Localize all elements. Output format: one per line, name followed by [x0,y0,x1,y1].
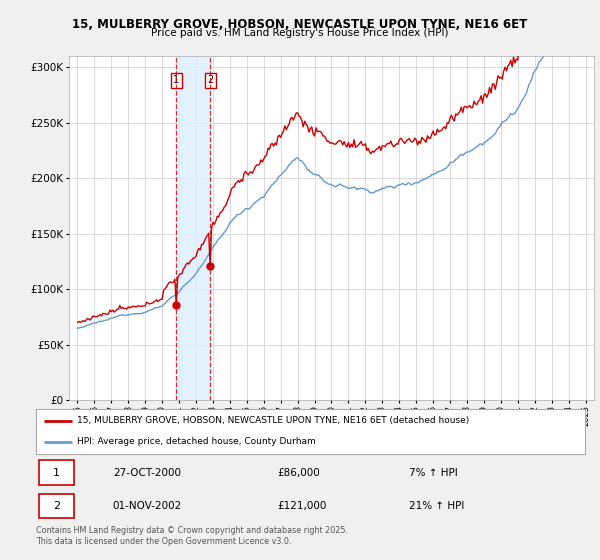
Text: HPI: Average price, detached house, County Durham: HPI: Average price, detached house, Coun… [77,437,316,446]
Text: 01-NOV-2002: 01-NOV-2002 [113,501,182,511]
Text: 15, MULBERRY GROVE, HOBSON, NEWCASTLE UPON TYNE, NE16 6ET: 15, MULBERRY GROVE, HOBSON, NEWCASTLE UP… [73,18,527,31]
Text: 1: 1 [173,75,179,85]
Text: 1: 1 [53,468,60,478]
Text: 7% ↑ HPI: 7% ↑ HPI [409,468,458,478]
Text: 2: 2 [53,501,60,511]
Text: 27-OCT-2000: 27-OCT-2000 [113,468,181,478]
Text: Contains HM Land Registry data © Crown copyright and database right 2025.
This d: Contains HM Land Registry data © Crown c… [36,526,348,546]
FancyBboxPatch shape [39,460,74,485]
Text: 15, MULBERRY GROVE, HOBSON, NEWCASTLE UPON TYNE, NE16 6ET (detached house): 15, MULBERRY GROVE, HOBSON, NEWCASTLE UP… [77,417,469,426]
Text: 21% ↑ HPI: 21% ↑ HPI [409,501,464,511]
Text: Price paid vs. HM Land Registry's House Price Index (HPI): Price paid vs. HM Land Registry's House … [151,28,449,38]
Text: 2: 2 [207,75,214,85]
Text: £121,000: £121,000 [278,501,327,511]
Text: £86,000: £86,000 [278,468,320,478]
FancyBboxPatch shape [39,494,74,519]
Bar [176,56,210,400]
